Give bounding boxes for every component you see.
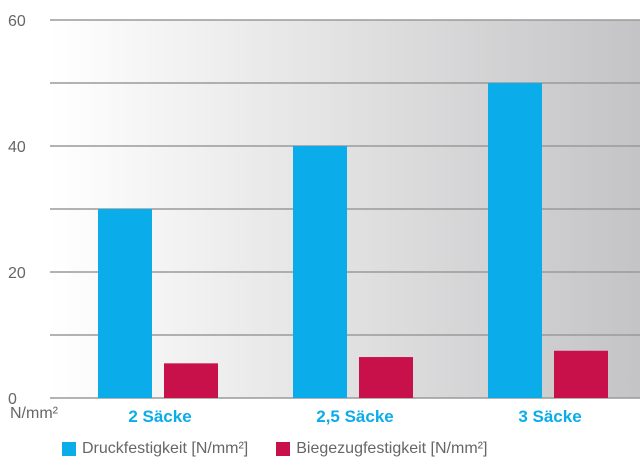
legend-item-biegezugfestigkeit: Biegezugfestigkeit [N/mm²]: [276, 440, 487, 458]
bar: [359, 357, 413, 398]
y-axis-ticks: 0 20 40 60: [8, 13, 26, 408]
legend-swatch-biegezugfestigkeit: [276, 442, 291, 456]
legend-swatch-druckfestigkeit: [62, 442, 76, 456]
bar: [98, 209, 152, 398]
x-category-label: 2 Säcke: [128, 407, 191, 426]
bar: [293, 146, 347, 398]
y-axis-unit-label: N/mm²: [10, 405, 59, 422]
legend: Druckfestigkeit [N/mm²] Biegezugfestigke…: [62, 438, 487, 460]
y-tick-label: 0: [8, 391, 17, 408]
y-tick-label: 60: [8, 13, 26, 30]
x-category-label: 3 Säcke: [518, 407, 581, 426]
legend-item-druckfestigkeit: Druckfestigkeit [N/mm²]: [62, 440, 248, 458]
y-tick-label: 40: [8, 139, 26, 156]
x-category-label: 2,5 Säcke: [316, 407, 394, 426]
legend-label-biegezugfestigkeit: Biegezugfestigkeit [N/mm²]: [296, 440, 488, 457]
bars: [98, 83, 608, 398]
bar: [164, 363, 218, 398]
y-tick-label: 20: [8, 265, 26, 282]
legend-label-druckfestigkeit: Druckfestigkeit [N/mm²]: [82, 440, 249, 457]
bar: [488, 83, 542, 398]
x-axis-labels: 2 Säcke 2,5 Säcke 3 Säcke: [128, 407, 581, 426]
bar: [554, 350, 608, 398]
